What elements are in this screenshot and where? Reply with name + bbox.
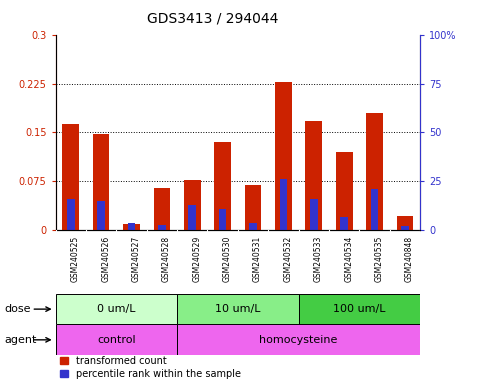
Text: GSM240534: GSM240534 (344, 235, 353, 282)
Bar (371, 189, 378, 230)
Bar (280, 179, 287, 230)
Bar (245, 185, 261, 230)
Text: 0 um/L: 0 um/L (97, 304, 136, 314)
Bar (123, 224, 140, 230)
Text: GSM240531: GSM240531 (253, 235, 262, 282)
Bar (158, 225, 166, 230)
Bar (188, 205, 196, 230)
Bar (397, 216, 413, 230)
Bar (275, 81, 292, 230)
Text: homocysteine: homocysteine (259, 335, 338, 345)
Bar (305, 121, 322, 230)
Text: GSM240526: GSM240526 (101, 235, 110, 282)
Legend: transformed count, percentile rank within the sample: transformed count, percentile rank withi… (60, 356, 241, 379)
Text: control: control (97, 335, 136, 345)
Bar (401, 227, 409, 230)
Bar (177, 294, 298, 324)
Bar (219, 209, 227, 230)
Bar (177, 324, 420, 355)
Text: agent: agent (5, 335, 37, 345)
Bar (214, 142, 231, 230)
Bar (98, 201, 105, 230)
Text: GDS3413 / 294044: GDS3413 / 294044 (147, 12, 278, 25)
Bar (366, 113, 383, 230)
Bar (56, 324, 177, 355)
Text: GSM240529: GSM240529 (192, 235, 201, 282)
Text: GSM240848: GSM240848 (405, 235, 414, 281)
Bar (310, 199, 318, 230)
Bar (249, 223, 257, 230)
Bar (67, 199, 74, 230)
Bar (62, 124, 79, 230)
Text: GSM240535: GSM240535 (375, 235, 384, 282)
Bar (298, 294, 420, 324)
Bar (128, 223, 135, 230)
Bar (184, 180, 200, 230)
Text: GSM240533: GSM240533 (314, 235, 323, 282)
Bar (93, 134, 110, 230)
Text: 100 um/L: 100 um/L (333, 304, 386, 314)
Text: GSM240530: GSM240530 (223, 235, 232, 282)
Text: GSM240528: GSM240528 (162, 235, 171, 281)
Bar (56, 294, 177, 324)
Text: GSM240525: GSM240525 (71, 235, 80, 282)
Text: dose: dose (5, 304, 31, 314)
Bar (154, 188, 170, 230)
Text: 10 um/L: 10 um/L (215, 304, 261, 314)
Text: GSM240527: GSM240527 (131, 235, 141, 282)
Bar (336, 152, 353, 230)
Text: GSM240532: GSM240532 (284, 235, 293, 282)
Bar (341, 217, 348, 230)
